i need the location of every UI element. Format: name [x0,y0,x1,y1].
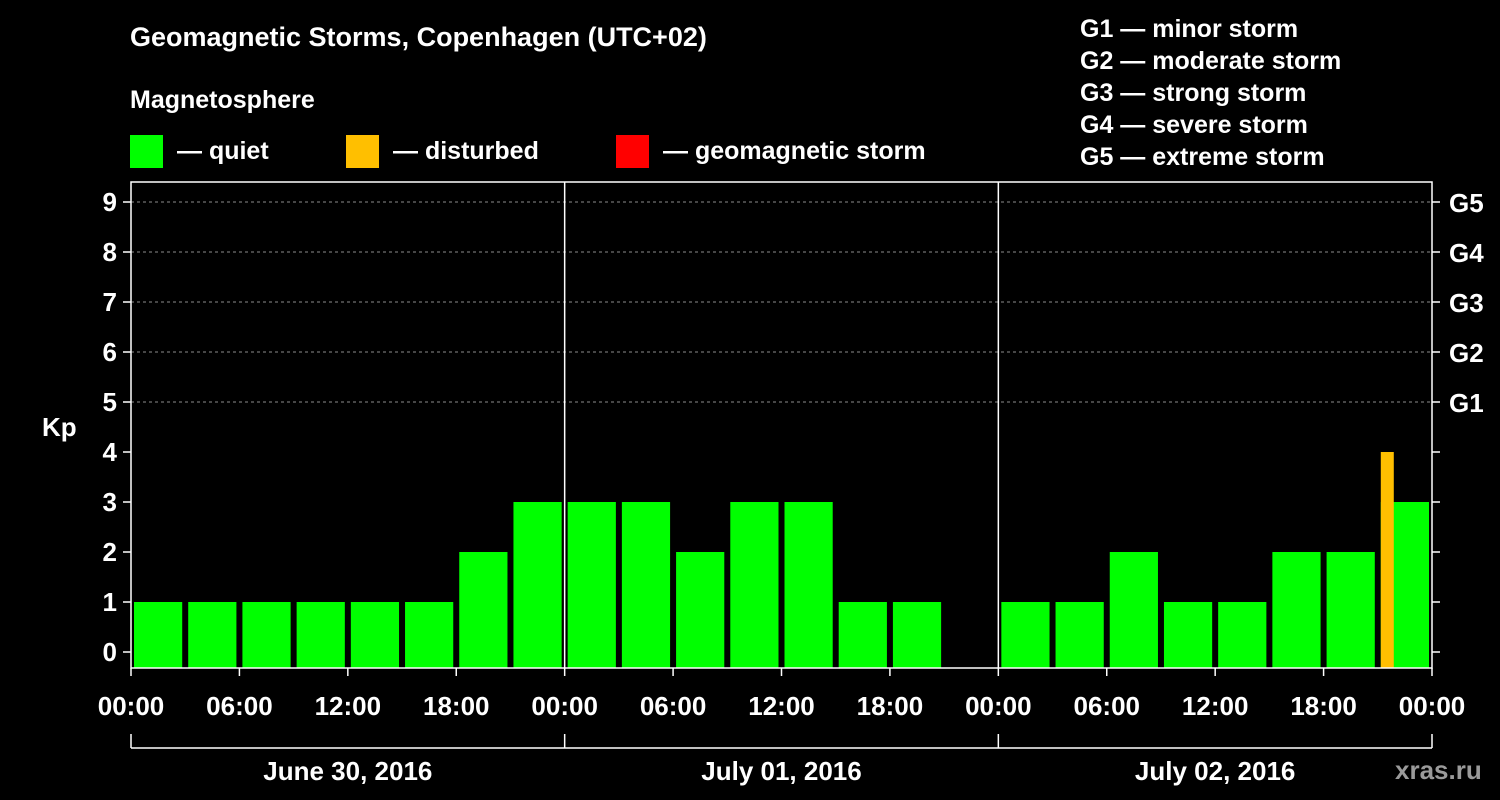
legend-label-disturbed: — disturbed [393,136,539,165]
kp-bar-1 [188,602,237,668]
storm-scale-g1: G1 — minor storm [1080,15,1299,43]
kp-bar-0 [134,602,183,668]
storm-scale-g5: G5 — extreme storm [1080,143,1325,171]
kp-bar-4 [350,602,400,668]
kp-bar-2 [242,602,291,668]
y-tick-label-8: 8 [103,237,117,267]
legend-swatch-disturbed [346,134,379,168]
y-tick-label-2: 2 [103,537,117,567]
x-tick-label-9: 06:00 [1074,691,1141,721]
legend-swatch-quiet [130,134,163,168]
kp-bar-22 [1326,552,1375,668]
kp-bar-6 [459,552,508,668]
day-label-0: June 30, 2016 [263,756,432,786]
y-tick-label-5: 5 [103,387,117,417]
storm-scale-g2: G2 — moderate storm [1080,47,1342,75]
chart-title: Geomagnetic Storms, Copenhagen (UTC+02) [130,22,707,52]
g-scale-label-G1: G1 [1449,388,1484,418]
storm-scale-g4: G4 — severe storm [1080,111,1308,139]
y-tick-label-6: 6 [103,337,117,367]
kp-bar-8 [567,502,616,668]
kp-bar-10 [676,552,725,668]
kp-bar-9 [621,502,671,668]
legend-label-quiet: — quiet [177,136,269,165]
x-tick-label-4: 00:00 [531,691,598,721]
x-tick-label-0: 00:00 [98,691,165,721]
y-tick-label-4: 4 [103,437,118,467]
x-tick-label-3: 18:00 [423,691,490,721]
legend-label-storm: — geomagnetic storm [663,136,926,165]
y-tick-label-7: 7 [103,287,117,317]
storm-scale-g3: G3 — strong storm [1080,79,1307,107]
kp-bar-current [1380,452,1394,668]
day-label-1: July 01, 2016 [701,756,861,786]
kp-bar-5 [405,602,454,668]
kp-bar-21 [1272,552,1321,668]
g-scale-label-G5: G5 [1449,188,1484,218]
x-tick-label-7: 18:00 [857,691,924,721]
y-tick-label-0: 0 [103,637,117,667]
chart-subtitle: Magnetosphere [130,86,315,114]
day-label-2: July 02, 2016 [1135,756,1295,786]
legend-swatch-storm [616,134,649,168]
kp-bar-17 [1055,602,1104,668]
storm-scale-legend: G1 — minor storm G2 — moderate storm G3 … [1080,13,1341,173]
watermark: xras.ru [1395,755,1482,785]
plot-frame [130,181,1433,669]
kp-bar-7 [513,502,562,668]
x-tick-label-6: 12:00 [748,691,815,721]
legend-storm: — geomagnetic storm [616,134,926,168]
legend-disturbed: — disturbed [346,134,539,168]
y-axis-label: Kp [42,412,77,442]
x-tick-label-10: 12:00 [1182,691,1249,721]
x-tick-label-11: 18:00 [1290,691,1357,721]
kp-bar-19 [1163,602,1213,668]
x-tick-label-12: 00:00 [1399,691,1466,721]
g-scale-label-G4: G4 [1449,238,1484,268]
g-scale-label-G2: G2 [1449,338,1484,368]
kp-bar-12 [784,502,833,668]
y-tick-label-3: 3 [103,487,117,517]
kp-bar-20 [1218,602,1267,668]
kp-bar-18 [1109,552,1158,668]
kp-bar-14 [892,602,942,668]
kp-bar-16 [1001,602,1050,668]
kp-bar-3 [296,602,345,668]
x-tick-label-8: 00:00 [965,691,1032,721]
y-tick-label-1: 1 [103,587,117,617]
x-tick-label-5: 06:00 [640,691,707,721]
y-tick-label-9: 9 [103,187,117,217]
legend-quiet: — quiet [130,134,269,168]
x-tick-label-2: 12:00 [315,691,382,721]
kp-bar-13 [838,602,887,668]
g-scale-label-G3: G3 [1449,288,1484,318]
kp-bar-11 [730,502,779,668]
x-tick-label-1: 06:00 [206,691,273,721]
